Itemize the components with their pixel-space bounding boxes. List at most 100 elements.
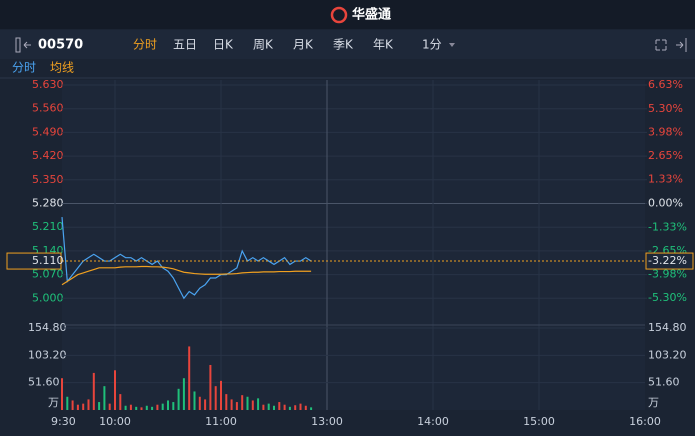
legend-entry: 均线 [50, 61, 74, 75]
tab[interactable]: 季K [333, 38, 354, 52]
expand-icon[interactable] [676, 38, 687, 52]
current-price-label: 5.110 [32, 254, 64, 267]
volume-unit-right: 万 [648, 396, 659, 409]
volume-bar [198, 396, 201, 410]
volume-bar [299, 403, 302, 410]
volume-bar [304, 405, 307, 410]
fullscreen-icon[interactable] [655, 39, 667, 51]
volume-bar [119, 394, 122, 410]
volume-bar [188, 346, 191, 410]
volume-bar [283, 404, 286, 410]
logo-text: 华盛通 [352, 7, 391, 23]
volume-bar [145, 405, 148, 410]
volume-unit: 万 [48, 396, 59, 409]
toolbar [0, 30, 695, 59]
legend-entry: 分时 [12, 61, 36, 75]
volume-bar [235, 402, 238, 410]
volume-tick-label-right: 51.60 [648, 376, 680, 389]
volume-tick-label-right: 103.20 [648, 348, 687, 361]
volume-bar [103, 386, 106, 410]
y2-tick-label: 1.33% [648, 173, 683, 186]
x-tick-label: 10:00 [99, 415, 131, 428]
collapse-icon[interactable] [23, 41, 31, 49]
y-tick-label: 5.560 [32, 102, 64, 115]
volume-bar [182, 378, 185, 410]
dropdown-arrow[interactable] [449, 43, 455, 47]
volume-bar [257, 398, 260, 410]
tab[interactable]: 五日 [173, 38, 197, 52]
volume-bar [310, 407, 313, 410]
volume-bar [209, 364, 212, 410]
period-select[interactable]: 1分 [422, 38, 442, 52]
y2-tick-label: -1.33% [648, 220, 687, 233]
volume-bar [135, 406, 138, 410]
volume-tick-label: 103.20 [28, 348, 67, 361]
symbol: 00570 [38, 38, 83, 53]
y2-tick-label: 0.00% [648, 197, 683, 210]
volume-bar [140, 407, 143, 410]
volume-bar [204, 399, 207, 410]
volume-bar [71, 400, 74, 410]
volume-bar [220, 380, 222, 410]
volume-bar [151, 406, 154, 410]
volume-bar [98, 402, 101, 410]
volume-bar [114, 370, 116, 410]
y-tick-label: 5.070 [32, 268, 64, 281]
volume-bar [214, 386, 217, 410]
volume-bar [161, 403, 164, 410]
y-tick-label: 5.420 [32, 149, 64, 162]
volume-bar [278, 402, 281, 410]
y2-tick-label: 5.30% [648, 102, 683, 115]
y-tick-label: 5.630 [32, 78, 64, 91]
volume-bar [108, 403, 111, 410]
panel-icon[interactable] [15, 37, 21, 53]
volume-bar [225, 394, 228, 410]
x-tick-label: 11:00 [205, 415, 237, 428]
volume-bar [156, 404, 159, 410]
volume-bar [273, 405, 275, 410]
volume-bar [124, 405, 127, 410]
volume-bar [230, 399, 233, 410]
y-tick-label: 5.210 [32, 220, 64, 233]
volume-bar [177, 388, 180, 410]
x-tick-label: 15:00 [523, 415, 555, 428]
legend-bar [0, 60, 695, 78]
volume-bar [61, 378, 63, 410]
tab[interactable]: 年K [373, 38, 394, 52]
volume-bar [241, 395, 244, 410]
tab[interactable]: 周K [253, 38, 274, 52]
tab[interactable]: 月K [293, 38, 314, 52]
volume-bar [294, 405, 297, 410]
x-tick-label: 14:00 [417, 415, 449, 428]
y2-tick-label: 3.98% [648, 125, 683, 138]
y-tick-label: 5.000 [32, 291, 64, 304]
y-tick-label: 5.280 [32, 197, 64, 210]
volume-bar [167, 400, 169, 410]
current-price-box [6, 252, 62, 270]
volume-tick-label: 154.80 [28, 321, 67, 334]
y2-tick-label: 6.63% [648, 78, 683, 91]
x-tick-label: 16:00 [629, 415, 661, 428]
volume-bar [193, 391, 196, 410]
tab[interactable]: 日K [213, 38, 234, 52]
title-bar [0, 0, 695, 29]
price-line [61, 216, 312, 300]
volume-bar [288, 406, 291, 410]
current-change-label: -3.22% [648, 254, 687, 267]
logo-icon [330, 6, 348, 24]
volume-bar [92, 372, 95, 410]
volume-bar [66, 396, 69, 410]
x-tick-label: 9:30 [51, 415, 76, 428]
volume-bar [82, 403, 85, 410]
volume-bar [251, 400, 254, 410]
y-tick-label: 5.490 [32, 125, 64, 138]
y2-tick-label: -5.30% [648, 291, 687, 304]
volume-bar [246, 396, 249, 410]
volume-tick-label: 51.60 [28, 376, 60, 389]
volume-bar [87, 399, 90, 410]
volume-bar [262, 404, 265, 410]
current-change-box [645, 252, 694, 270]
y-tick-label: 5.350 [32, 173, 64, 186]
tab[interactable]: 分时 [133, 38, 157, 52]
